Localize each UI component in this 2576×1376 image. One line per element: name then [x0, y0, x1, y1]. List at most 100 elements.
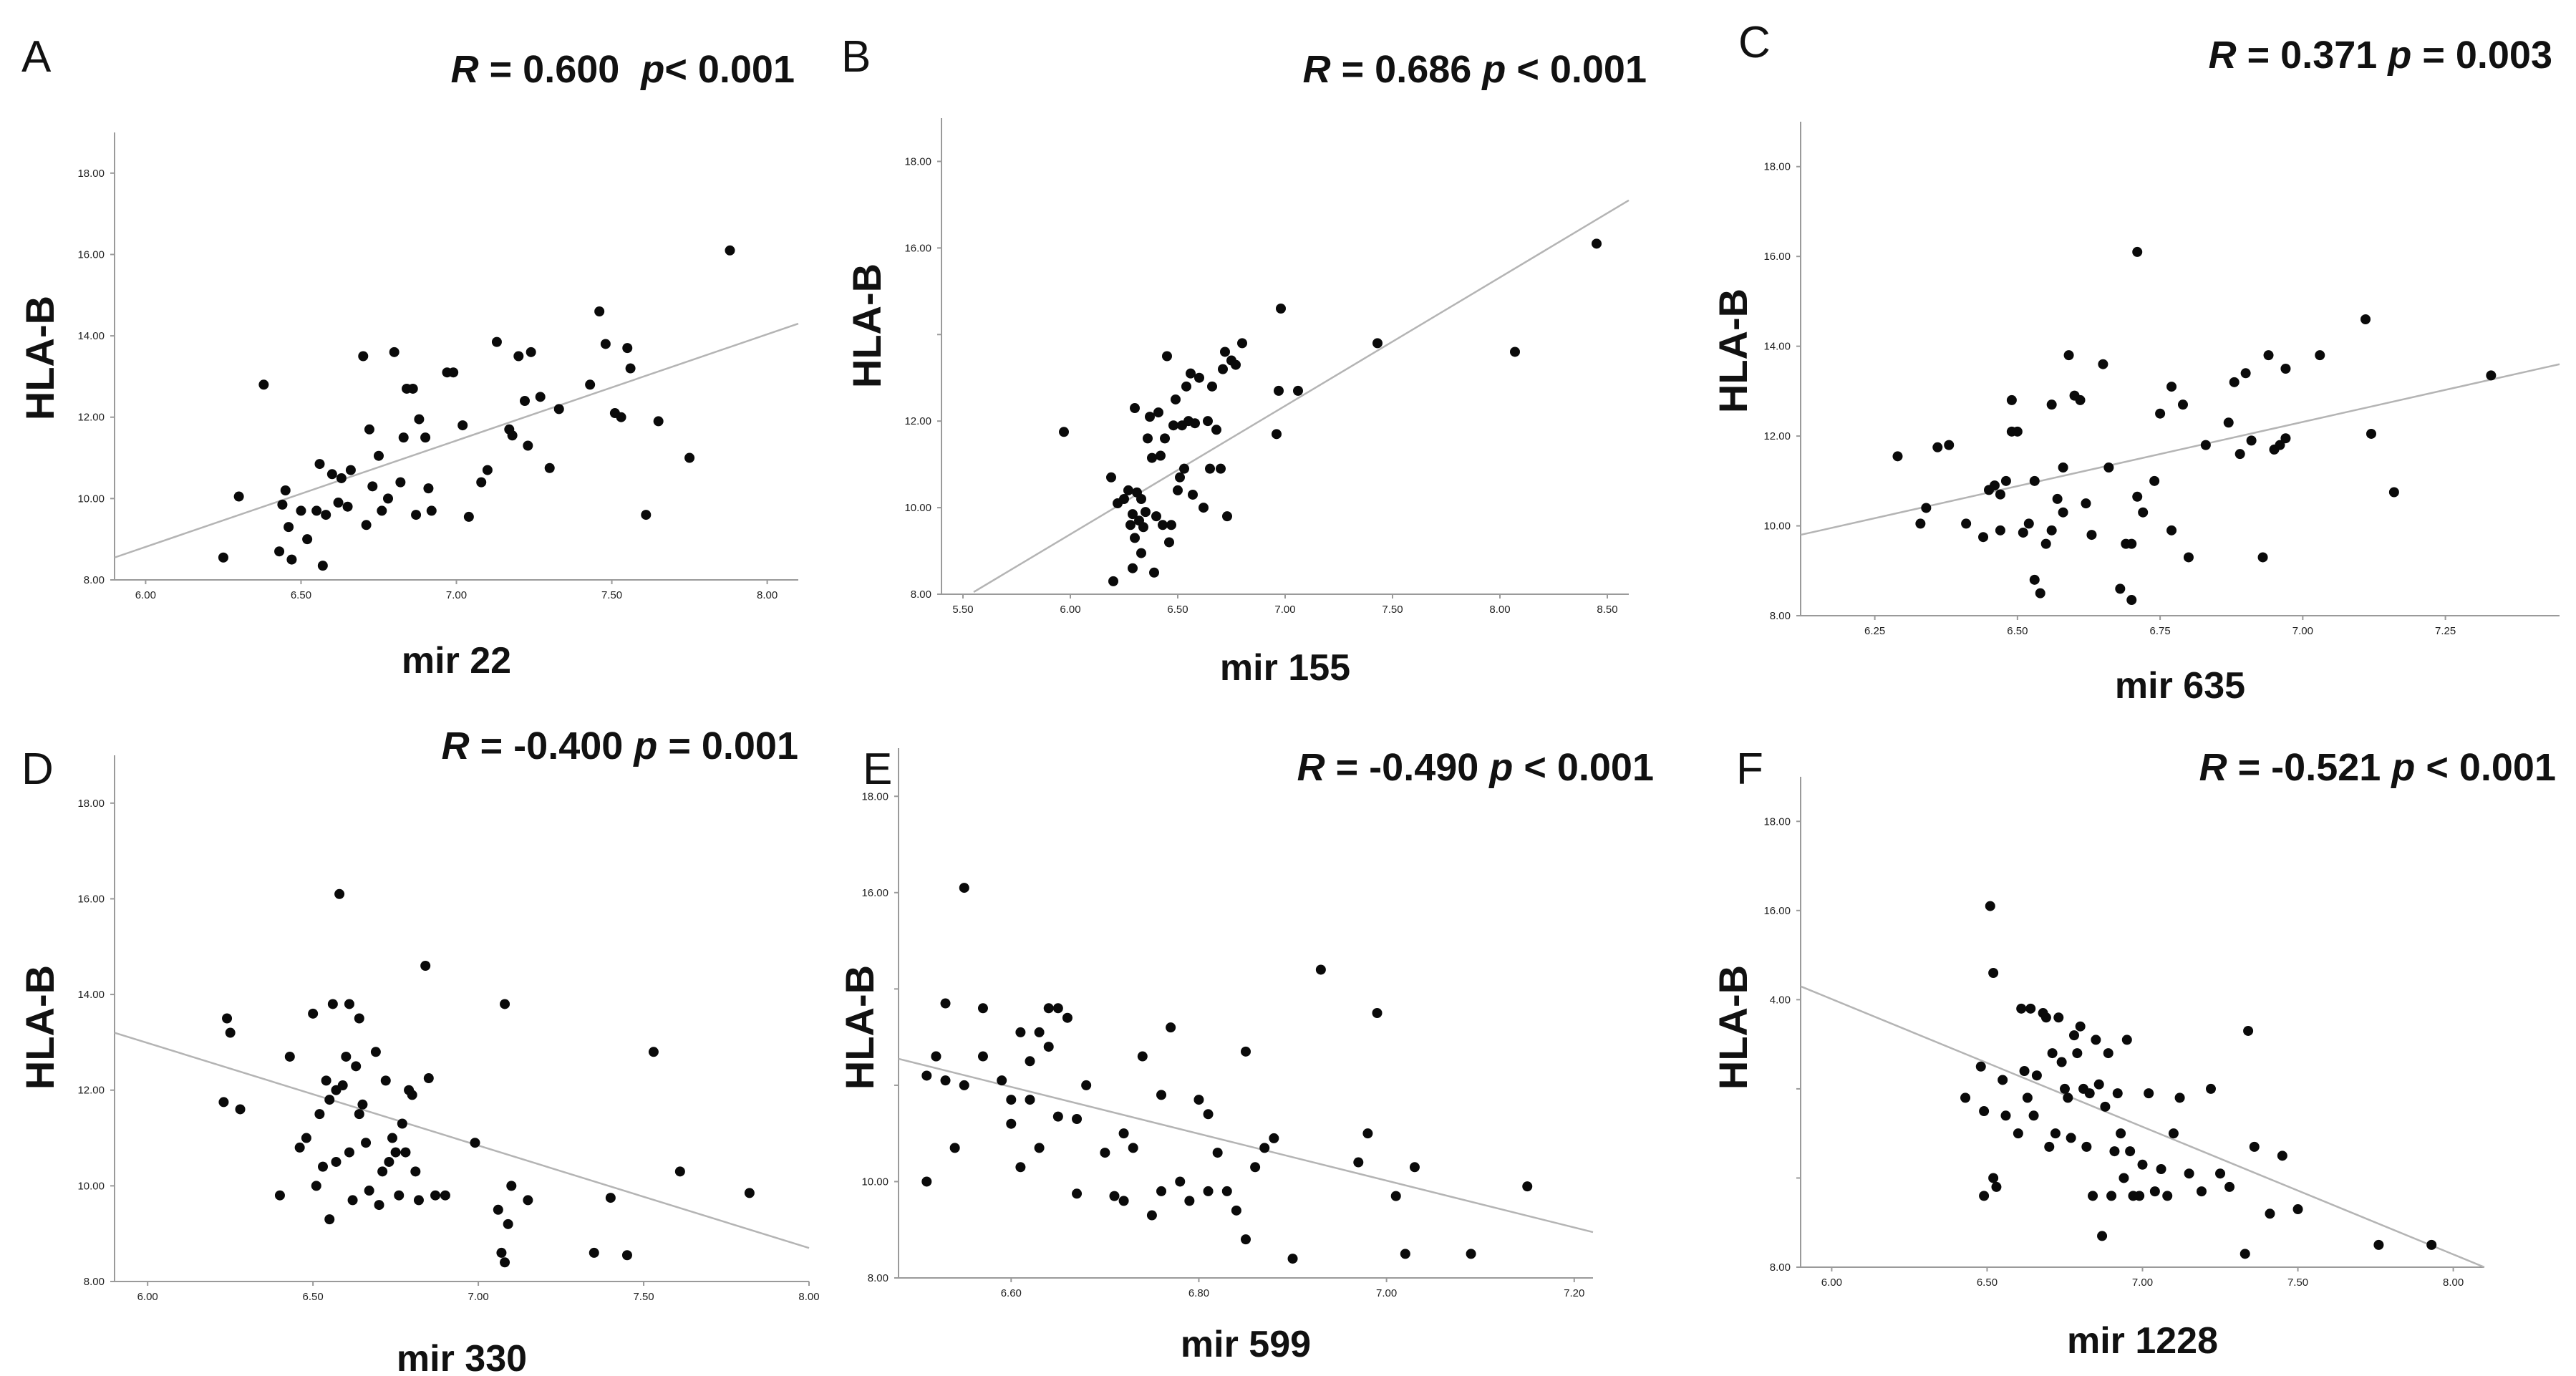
data-point: [1186, 368, 1196, 379]
y-tick-label: 18.00: [77, 798, 105, 810]
data-point: [470, 1138, 480, 1148]
data-point: [347, 1195, 358, 1206]
data-point: [2388, 487, 2399, 498]
data-point: [414, 414, 425, 425]
stat-annotation: R = -0.400 p = 0.001: [442, 725, 798, 767]
data-point: [959, 883, 969, 893]
data-point: [491, 336, 502, 347]
x-tick-label: 6.00: [1060, 604, 1080, 616]
x-tick-label: 7.00: [446, 589, 467, 601]
data-point: [351, 1061, 362, 1072]
data-point: [2315, 350, 2325, 361]
data-point: [420, 961, 431, 971]
x-tick-label: 6.50: [2007, 625, 2028, 637]
y-tick-label: 10.00: [1763, 520, 1791, 533]
data-point: [233, 491, 244, 502]
data-point: [326, 469, 337, 480]
data-point: [2426, 1239, 2437, 1250]
data-point: [1194, 372, 1204, 383]
data-point: [2155, 408, 2166, 419]
y-tick-label: 12.00: [77, 412, 105, 424]
data-point: [296, 505, 306, 516]
data-point: [413, 1195, 424, 1206]
data-point: [744, 1188, 755, 1198]
y-tick-label: 12.00: [1763, 430, 1791, 442]
data-point: [500, 1257, 510, 1268]
data-point: [2088, 1191, 2098, 1201]
data-point: [361, 1138, 372, 1148]
data-point: [641, 510, 652, 520]
data-point: [1287, 1254, 1298, 1264]
data-point: [513, 351, 524, 362]
stat-symbol: p: [1481, 48, 1506, 91]
stat-value: < 0.001: [1506, 48, 1647, 91]
stat-annotation: R = -0.521 p < 0.001: [2199, 746, 2556, 789]
data-point: [1151, 511, 1161, 522]
data-point: [616, 412, 626, 422]
y-tick-label: 18.00: [1763, 161, 1791, 173]
data-point: [1190, 418, 1200, 429]
data-point: [507, 430, 518, 441]
data-point: [1158, 520, 1168, 530]
data-point: [2366, 428, 2376, 439]
x-tick-label: 5.50: [952, 604, 973, 616]
data-point: [2183, 552, 2194, 563]
data-point: [2125, 1146, 2136, 1157]
data-point: [2046, 399, 2057, 410]
data-point: [1274, 385, 1284, 396]
data-point: [1362, 1128, 1373, 1139]
y-tick-label: 8.00: [84, 1276, 105, 1288]
data-point: [2224, 1181, 2235, 1192]
x-tick-label: 6.50: [303, 1291, 324, 1303]
data-point: [949, 1143, 960, 1153]
data-point: [1149, 567, 1159, 578]
data-point: [1932, 442, 1943, 452]
data-point: [1137, 1051, 1148, 1062]
data-point: [2063, 1092, 2073, 1103]
data-point: [336, 473, 347, 483]
y-tick-label: 10.00: [77, 493, 105, 505]
x-axis-title: mir 22: [402, 640, 511, 682]
data-point: [1062, 1012, 1072, 1023]
y-tick-label: 16.00: [861, 887, 888, 899]
panel-label: C: [1738, 18, 1771, 67]
data-point: [2100, 1101, 2111, 1112]
data-point: [2047, 1048, 2058, 1059]
data-point: [653, 416, 664, 427]
data-point: [321, 510, 331, 520]
data-point: [2280, 364, 2291, 374]
data-point: [1145, 412, 1155, 422]
y-tick-label: 10.00: [77, 1180, 105, 1192]
y-tick-label: 10.00: [904, 502, 931, 514]
data-point: [398, 432, 409, 443]
stat-annotation: R = 0.371 p = 0.003: [2209, 34, 2552, 77]
data-point: [1015, 1027, 1026, 1037]
data-point: [1466, 1249, 1476, 1259]
x-axis-title: mir 330: [397, 1338, 527, 1376]
y-tick-label: 16.00: [904, 242, 931, 254]
data-point: [1272, 429, 1282, 440]
data-point: [1220, 347, 1230, 357]
data-point: [235, 1104, 246, 1115]
data-point: [2025, 1003, 2036, 1014]
data-point: [2277, 1150, 2287, 1161]
panel-label: B: [841, 32, 871, 82]
data-point: [1276, 304, 1286, 314]
y-tick-label: 10.00: [861, 1176, 888, 1188]
data-point: [2126, 595, 2137, 606]
x-tick-label: 7.50: [633, 1291, 654, 1303]
x-tick-label: 7.00: [2292, 625, 2313, 637]
data-point: [1175, 1176, 1186, 1187]
data-point: [2184, 1168, 2194, 1179]
panel-c: C R = 0.371 p = 0.003 8.00 10.00 12.00 14.00 1…: [1710, 18, 2560, 707]
data-point: [311, 1181, 321, 1191]
data-point: [1995, 489, 2005, 500]
x-tick-label: 7.00: [1274, 604, 1295, 616]
data-point: [1128, 563, 1138, 573]
data-point: [1205, 463, 1215, 474]
data-point: [440, 1190, 450, 1201]
data-point: [1109, 1191, 1120, 1201]
data-point: [2103, 1048, 2113, 1059]
x-tick-label: 6.25: [1864, 625, 1885, 637]
y-tick-label: 8.00: [868, 1272, 888, 1284]
